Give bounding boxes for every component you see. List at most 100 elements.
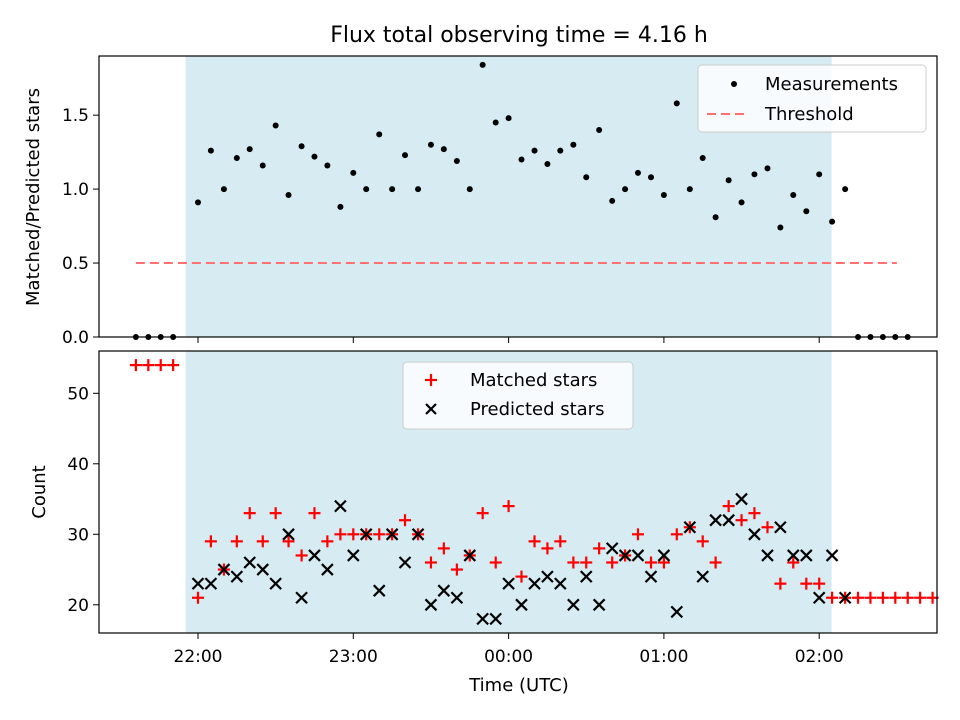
predicted-star-point xyxy=(489,612,502,626)
predicted-star-point xyxy=(282,528,295,541)
legend-predicted-marker xyxy=(425,403,437,415)
predicted-star-point xyxy=(605,542,619,555)
predicted-star-point xyxy=(657,549,671,562)
matched-star-point xyxy=(826,591,839,604)
matched-star-point xyxy=(800,577,813,590)
predicted-star-point xyxy=(709,513,722,527)
matched-star-point xyxy=(876,591,889,604)
ratio-yticks: 0.0 0.5 1.0 1.5 xyxy=(62,106,99,348)
matched-star-point xyxy=(167,359,180,372)
xtick-label: 22:00 xyxy=(174,647,223,667)
predicted-star-point xyxy=(243,556,256,569)
xtick-label: 00:00 xyxy=(484,647,533,667)
matched-star-point xyxy=(735,514,748,527)
measurement-point xyxy=(725,177,732,184)
predicted-star-point xyxy=(631,549,645,562)
measurement-point xyxy=(492,119,499,126)
predicted-star-point xyxy=(735,492,748,506)
predicted-star-point xyxy=(424,598,438,612)
matched-star-point xyxy=(593,542,606,555)
matched-star-point xyxy=(502,500,515,513)
measurement-point xyxy=(195,199,201,206)
predicted-star-point xyxy=(308,549,321,562)
counts-panel: 20 30 40 50 22:00 23:00 00:00 01:00 02:00 Count… xyxy=(29,350,939,696)
predicted-star-point xyxy=(204,577,218,590)
measurement-point xyxy=(660,192,667,199)
measurement-point xyxy=(738,199,745,206)
matched-star-point xyxy=(373,528,386,541)
measurement-point xyxy=(622,186,629,193)
measurement-point xyxy=(324,162,331,169)
matched-star-point xyxy=(813,577,826,590)
predicted-star-point xyxy=(670,605,684,619)
ytick-label: 20 xyxy=(67,596,89,616)
counts-axes-frame xyxy=(98,350,938,634)
matched-star-point xyxy=(774,577,787,590)
predicted-star-point xyxy=(385,528,399,541)
matched-star-point xyxy=(334,528,347,541)
predicted-star-point xyxy=(592,598,606,612)
matched-star-point xyxy=(476,507,489,520)
matched-star-point xyxy=(914,591,927,604)
matched-star-point xyxy=(437,542,450,555)
predicted-star-point xyxy=(191,577,205,590)
measurement-point xyxy=(453,158,460,165)
chart-title: Flux total observing time = 4.16 h xyxy=(330,23,708,48)
matched-star-point xyxy=(528,535,541,548)
ytick-label: 1.5 xyxy=(62,106,89,126)
predicted-star-point xyxy=(528,577,541,590)
ytick-label: 30 xyxy=(67,525,89,545)
matched-star-point xyxy=(567,556,580,569)
matched-star-point xyxy=(321,535,334,548)
counts-ylabel: Count xyxy=(29,465,50,518)
matched-star-point xyxy=(347,528,360,541)
predicted-star-point xyxy=(269,577,282,590)
matched-star-point xyxy=(399,514,412,527)
predicted-star-point xyxy=(256,563,270,576)
predicted-star-point xyxy=(761,549,774,562)
matched-star-point xyxy=(154,359,167,372)
measurement-point xyxy=(363,186,370,193)
matched-star-point xyxy=(670,528,683,541)
predicted-star-point xyxy=(774,520,787,534)
matched-star-point xyxy=(204,535,217,548)
time-xlabel: Time (UTC) xyxy=(468,675,569,696)
predicted-star-point xyxy=(502,577,515,590)
measurement-point xyxy=(648,174,655,181)
predicted-star-point xyxy=(838,591,852,605)
predicted-star-point xyxy=(411,528,425,541)
predicted-star-point xyxy=(800,549,813,562)
matched-star-point xyxy=(696,535,709,548)
predicted-star-point xyxy=(696,570,710,583)
measurement-point xyxy=(816,171,823,178)
matched-star-point xyxy=(243,507,256,520)
measurement-point xyxy=(402,152,409,159)
measurement-point xyxy=(764,165,771,172)
matched-star-point xyxy=(450,563,463,576)
matched-star-point xyxy=(748,507,761,520)
ytick-label: 1.0 xyxy=(62,180,89,200)
measurement-point xyxy=(751,171,758,178)
matched-star-point xyxy=(864,591,877,604)
measurement-point xyxy=(790,192,797,199)
matched-star-point xyxy=(489,556,502,569)
ytick-label: 0.5 xyxy=(62,254,89,274)
measurement-point xyxy=(583,174,590,181)
xtick-label: 23:00 xyxy=(329,647,378,667)
matched-star-point xyxy=(606,556,619,569)
measurement-point xyxy=(233,155,240,162)
predicted-star-point xyxy=(398,556,412,569)
ratio-ylabel: Matched/Predicted stars xyxy=(23,88,44,306)
matched-star-point xyxy=(295,549,308,562)
legend-predicted-label: Predicted stars xyxy=(470,399,604,420)
predicted-star-point xyxy=(541,570,554,583)
measurement-point xyxy=(505,115,512,122)
legend-matched-marker xyxy=(425,374,437,386)
ratio-axes-frame xyxy=(98,55,938,338)
matched-star-point xyxy=(230,535,243,548)
predicted-star-point xyxy=(748,528,761,541)
counts-legend: Matched stars Predicted stars xyxy=(402,361,634,430)
ratio-legend-box xyxy=(697,64,927,133)
matched-star-point xyxy=(889,591,902,604)
matched-star-point xyxy=(554,535,567,548)
